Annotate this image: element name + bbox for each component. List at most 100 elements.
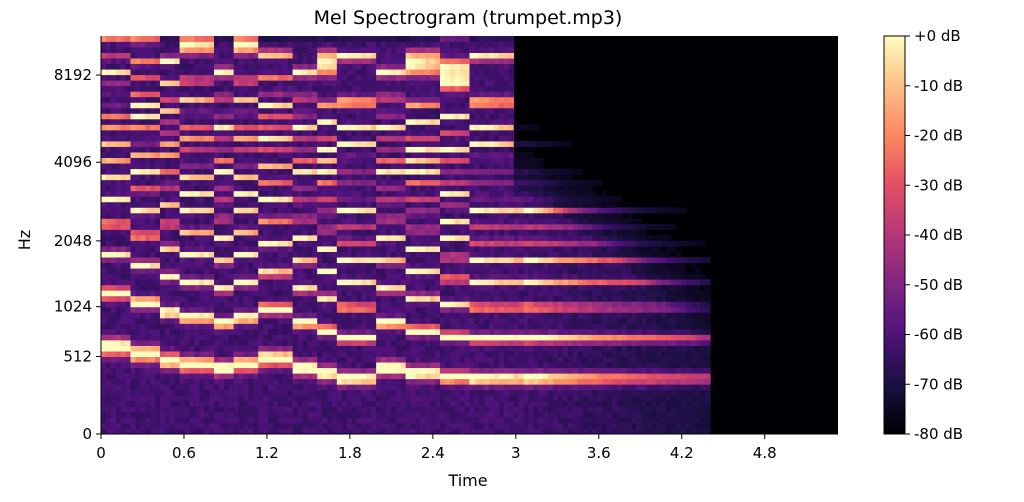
spectrogram-cell <box>150 351 156 358</box>
spectrogram-cell <box>169 69 176 76</box>
spectrogram-cell <box>381 135 387 142</box>
spectrogram-cell <box>341 428 348 435</box>
spectrogram-cell <box>336 340 343 346</box>
spectrogram-cell <box>341 301 348 308</box>
spectrogram-cell <box>425 58 431 65</box>
spectrogram-cell <box>287 406 294 413</box>
spectrogram-cell <box>351 262 357 269</box>
spectrogram-cell <box>184 235 190 241</box>
spectrogram-cell <box>297 428 303 435</box>
spectrogram-cell <box>400 395 407 402</box>
spectrogram-cell <box>435 63 441 70</box>
spectrogram-cell <box>169 74 176 81</box>
spectrogram-cell <box>302 328 308 335</box>
spectrogram-cell <box>243 334 249 341</box>
spectrogram-cell <box>336 328 343 335</box>
spectrogram-cell <box>268 406 274 413</box>
spectrogram-cell <box>336 118 343 125</box>
spectrogram-cell <box>218 163 225 170</box>
spectrogram-cell <box>125 47 131 53</box>
spectrogram-cell <box>120 190 126 197</box>
spectrogram-cell <box>189 262 195 269</box>
spectrogram-cell <box>209 340 215 346</box>
spectrogram-cell <box>282 179 289 186</box>
spectrogram-cell <box>410 58 416 65</box>
spectrogram-cell <box>336 251 343 258</box>
spectrogram-cell <box>243 152 249 159</box>
spectrogram-cell <box>361 185 367 192</box>
spectrogram-cell <box>184 212 190 219</box>
spectrogram-cell <box>258 201 264 208</box>
spectrogram-cell <box>159 273 166 280</box>
spectrogram-cell <box>105 345 112 352</box>
spectrogram-cell <box>356 290 362 297</box>
spectrogram-cell <box>435 157 441 164</box>
spectrogram-cell <box>263 301 269 308</box>
spectrogram-cell <box>248 389 254 396</box>
spectrogram-cell <box>159 328 166 335</box>
spectrogram-cell <box>415 118 421 125</box>
spectrogram-cell <box>361 268 367 275</box>
spectrogram-cell <box>179 69 185 76</box>
spectrogram-cell <box>115 268 122 275</box>
spectrogram-cell <box>155 174 161 181</box>
spectrogram-cell <box>135 284 141 291</box>
spectrogram-cell <box>184 185 190 192</box>
spectrogram-cell <box>155 395 161 402</box>
spectrogram-cell <box>199 345 205 352</box>
spectrogram-cell <box>366 373 372 380</box>
spectrogram-cell <box>385 74 392 81</box>
spectrogram-cell <box>130 36 136 42</box>
spectrogram-cell <box>253 279 259 286</box>
spectrogram-cell <box>238 201 244 208</box>
spectrogram-cell <box>164 290 171 297</box>
spectrogram-cell <box>140 356 146 363</box>
spectrogram-cell <box>272 96 279 103</box>
spectrogram-cell <box>336 146 343 153</box>
spectrogram-cell <box>405 411 411 418</box>
spectrogram-cell <box>130 85 136 92</box>
spectrogram-cell <box>415 400 421 407</box>
spectrogram-cell <box>263 356 269 363</box>
spectrogram-cell <box>322 196 328 203</box>
spectrogram-cell <box>105 411 112 418</box>
spectrogram-cell <box>317 218 323 225</box>
spectrogram-cell <box>390 63 397 70</box>
spectrogram-cell <box>395 135 402 142</box>
spectrogram-cell <box>110 196 117 203</box>
spectrogram-cell <box>317 345 323 352</box>
spectrogram-cell <box>135 63 141 70</box>
spectrogram-cell <box>140 268 146 275</box>
spectrogram-cell <box>204 317 210 324</box>
spectrogram-cell <box>346 201 352 208</box>
spectrogram-cell <box>258 317 264 324</box>
spectrogram-cell <box>307 290 313 297</box>
spectrogram-cell <box>164 334 171 341</box>
spectrogram-cell <box>189 152 195 159</box>
spectrogram-cell <box>101 190 107 197</box>
spectrogram-cell <box>376 124 382 131</box>
spectrogram-cell <box>272 406 279 413</box>
spectrogram-cell <box>189 389 195 396</box>
spectrogram-cell <box>105 141 112 147</box>
spectrogram-cell <box>307 328 313 335</box>
spectrogram-cell <box>164 323 171 330</box>
spectrogram-cell <box>174 80 181 87</box>
spectrogram-cell <box>366 201 372 208</box>
spectrogram-cell <box>199 152 205 159</box>
spectrogram-cell <box>115 190 122 197</box>
spectrogram-cell <box>184 406 190 413</box>
spectrogram-cell <box>199 135 205 142</box>
spectrogram-cell <box>322 246 328 252</box>
spectrogram-cell <box>351 223 357 230</box>
spectrogram-cell <box>228 334 235 341</box>
spectrogram-cell <box>425 284 431 291</box>
spectrogram-cell <box>268 124 274 131</box>
spectrogram-cell <box>150 36 156 42</box>
spectrogram-cell <box>258 168 264 175</box>
spectrogram-cell <box>287 323 294 330</box>
spectrogram-cell <box>194 279 200 286</box>
spectrogram-cell <box>150 389 156 396</box>
spectrogram-cell <box>356 345 362 352</box>
spectrogram-cell <box>263 290 269 297</box>
